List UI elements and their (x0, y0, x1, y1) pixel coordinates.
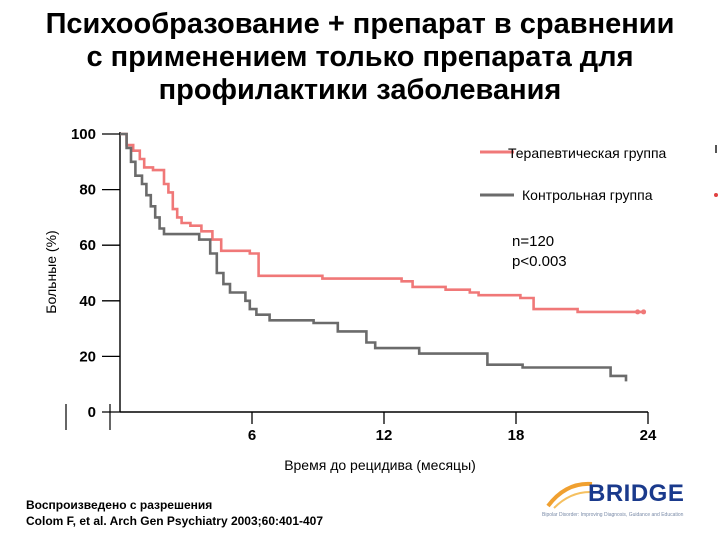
logo-brand-text: BRIDGE (588, 480, 685, 507)
statistics-box: n=120 p<0.003 (512, 232, 567, 272)
citation: Воспроизведено с разрешения Colom F, et … (26, 497, 323, 529)
citation-line-2: Colom F, et al. Arch Gen Psychiatry 2003… (26, 514, 324, 528)
logo-tagline: Bipolar Disorder: Improving Diagnosis, G… (542, 512, 684, 518)
x-ticks: 6 12 18 24 (248, 412, 657, 444)
y-axis-label: Больные (%) (43, 230, 59, 313)
therapy-censor-mark-0 (635, 309, 641, 315)
y-tick-label-0: 0 (88, 404, 96, 421)
legend-control-label: Контрольная группа (522, 187, 653, 203)
title-line-1: Психообразование + препарат в сравнении (45, 8, 675, 40)
series-control-line (120, 132, 628, 382)
y-tick-label-20: 20 (79, 348, 96, 365)
x-tick-label-24: 24 (640, 427, 657, 444)
x-tick-label-6: 6 (248, 427, 256, 444)
y-tick-label-60: 60 (79, 237, 96, 254)
y-ticks: 0 20 40 60 80 100 (71, 126, 120, 421)
logo-swoosh-icon (546, 481, 593, 509)
x-axis-label: Время до рецидива (месяцы) (284, 457, 476, 473)
y-tick-label-40: 40 (79, 293, 96, 310)
page-title: Психообразование + препарат в сравнении … (0, 8, 720, 107)
x-tick-label-18: 18 (508, 427, 525, 444)
title-line-3: профилактики заболевания (158, 74, 562, 106)
bridge-logo: BRIDGE Bipolar Disorder: Improving Diagn… (540, 478, 715, 536)
y-tick-label-100: 100 (71, 126, 96, 143)
stat-n: n=120 (512, 233, 555, 250)
title-line-2: с применением только препарата для (86, 41, 634, 73)
legend-therapy-label: Терапевтическая группа (508, 145, 667, 161)
x-tick-label-12: 12 (376, 427, 393, 444)
stat-p: p<0.003 (512, 253, 567, 270)
legend-control-end-mark (714, 193, 718, 197)
y-tick-label-80: 80 (79, 182, 96, 199)
series-layer (120, 132, 647, 382)
therapy-censor-mark-1 (641, 309, 647, 315)
citation-line-1: Воспроизведено с разрешения (26, 498, 213, 512)
series-therapy-line (120, 132, 644, 314)
